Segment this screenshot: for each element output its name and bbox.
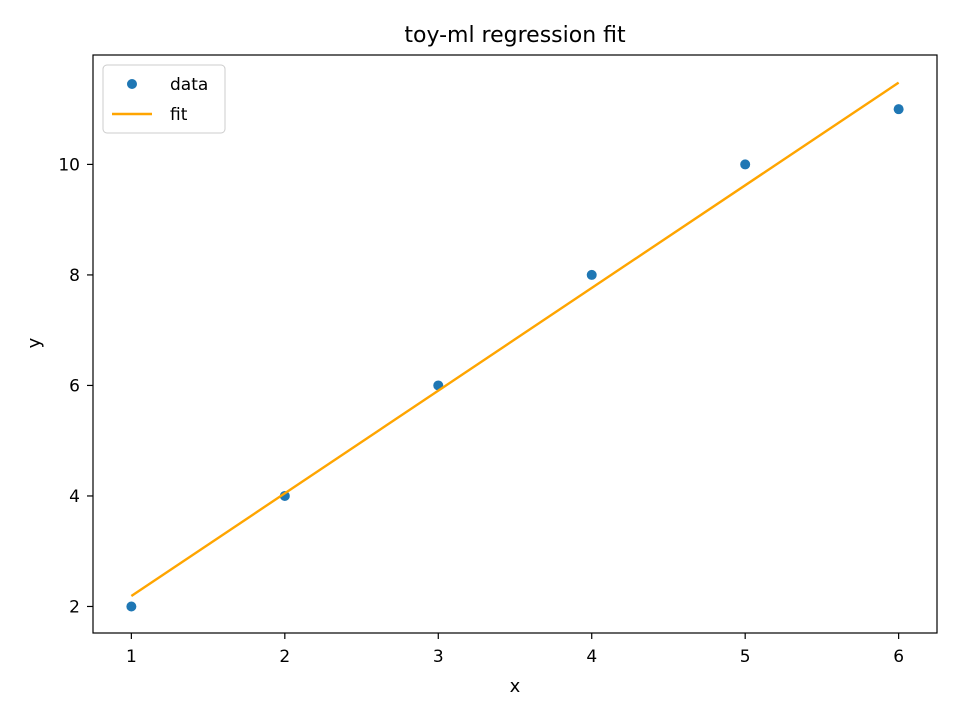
legend-data-marker — [127, 79, 137, 89]
data-point — [586, 269, 597, 280]
legend: data fit — [102, 64, 226, 134]
y-axis-label: y — [24, 337, 45, 348]
fit-line — [130, 81, 900, 597]
data-point — [279, 490, 290, 501]
legend-fit-label: fit — [170, 105, 188, 125]
data-point — [893, 104, 904, 115]
y-tick-label: 8 — [69, 266, 80, 286]
y-tick-label: 6 — [69, 376, 80, 396]
y-tick-label: 4 — [69, 487, 80, 507]
x-tick-label: 6 — [893, 647, 904, 667]
x-tick-label: 5 — [740, 647, 751, 667]
data-point — [740, 159, 751, 170]
x-tick-label: 2 — [279, 647, 290, 667]
chart-title: toy-ml regression fit — [404, 23, 626, 48]
plot-area — [126, 81, 904, 612]
x-axis-label: x — [510, 676, 521, 697]
x-tick-label: 3 — [433, 647, 444, 667]
data-point — [126, 601, 137, 612]
axes-frame — [92, 54, 938, 634]
y-tick-label: 2 — [69, 597, 80, 617]
x-tick-label: 1 — [126, 647, 137, 667]
y-tick-label: 10 — [58, 155, 80, 175]
y-axis-ticks: 2 4 6 8 10 — [58, 155, 93, 617]
legend-data-label: data — [170, 75, 208, 95]
x-axis-ticks: 1 2 3 4 5 6 — [126, 633, 904, 667]
x-tick-label: 4 — [586, 647, 597, 667]
